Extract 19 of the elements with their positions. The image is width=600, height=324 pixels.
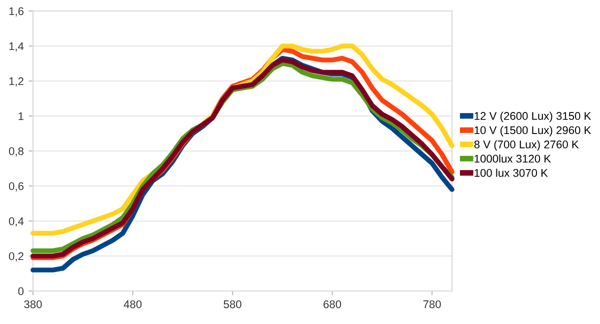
x-tick-label: 580 bbox=[224, 300, 242, 308]
y-tick-label: 0,2 bbox=[8, 252, 24, 262]
y-tick-label: 1,2 bbox=[9, 77, 24, 86]
x-tick-label: 480 bbox=[124, 300, 142, 308]
y-tick-label: 1 bbox=[18, 112, 24, 120]
legend-label: 12 V (2600 Lux) 3150 K bbox=[474, 112, 592, 122]
y-tick-label: 1,6 bbox=[9, 7, 24, 16]
x-tick-label: 780 bbox=[423, 300, 441, 308]
legend-label: 100 lux 3070 K bbox=[474, 168, 548, 177]
y-tick-label: 0 bbox=[18, 287, 24, 296]
y-tick-label: 0,4 bbox=[8, 217, 24, 226]
legend-label: 1000lux 3120 K bbox=[474, 154, 551, 163]
y-tick-label: 0,8 bbox=[8, 147, 24, 156]
x-tick-label: 680 bbox=[324, 300, 342, 308]
x-tick-label: 380 bbox=[24, 300, 42, 308]
y-tick-label: 1,4 bbox=[9, 42, 24, 52]
y-tick-label: 0,6 bbox=[8, 182, 24, 192]
legend-label: 10 V (1500 Lux) 2960 K bbox=[474, 126, 592, 136]
legend-label: 8 V (700 Lux) 2760 K bbox=[474, 140, 579, 151]
